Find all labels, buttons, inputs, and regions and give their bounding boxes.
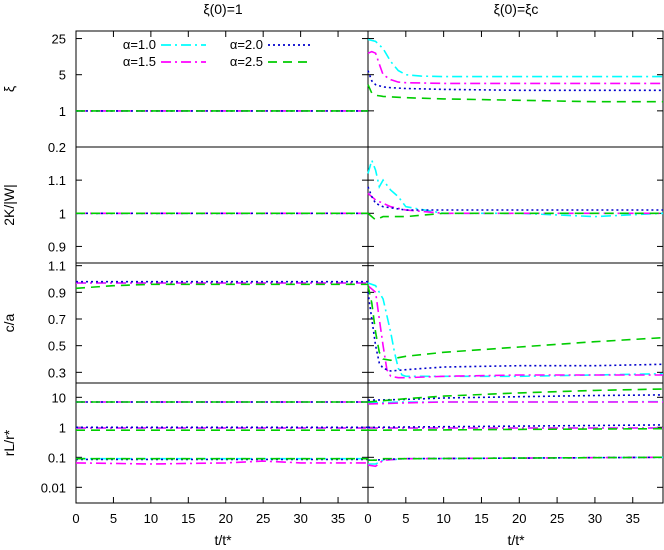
legend-label: α=1.5 — [123, 54, 156, 69]
x-tick-label: 20 — [219, 511, 233, 526]
legend-label: α=2.5 — [230, 54, 263, 69]
x-tick-label: 35 — [626, 511, 640, 526]
y-tick-label: 1.1 — [48, 259, 66, 274]
y-tick-label: 0.2 — [48, 140, 66, 155]
y-axis-label: rL/r* — [1, 429, 17, 456]
series-line — [367, 285, 664, 362]
x-tick-label: 0 — [72, 511, 79, 526]
y-tick-label: 0.7 — [48, 312, 66, 327]
panel-frame — [367, 382, 664, 504]
x-tick-label: 30 — [588, 511, 602, 526]
series-line — [367, 84, 663, 103]
series-line — [367, 186, 663, 211]
series-line — [367, 388, 664, 403]
x-tick-label: 25 — [550, 511, 564, 526]
y-tick-label: 10 — [52, 390, 66, 405]
y-tick-label: 1 — [59, 420, 66, 435]
series-line — [367, 427, 664, 432]
x-tick-label: 0 — [364, 511, 371, 526]
series-line — [367, 394, 664, 401]
y-tick-label: 0.1 — [48, 450, 66, 465]
series-line — [367, 282, 664, 378]
legend: α=1.0 α=2.0 α=1.5 α=2.5 — [123, 37, 313, 69]
x-tick-label: 30 — [293, 511, 307, 526]
y-tick-label: 5 — [59, 68, 66, 83]
column-title-right: ξ(0)=ξc — [494, 1, 539, 17]
y-tick-label: 1.1 — [48, 173, 66, 188]
x-tick-label: 15 — [181, 511, 195, 526]
panel-frame — [367, 146, 664, 264]
series-line — [367, 157, 664, 218]
series-line — [367, 70, 663, 92]
panel-frame — [367, 30, 664, 148]
y-tick-label: 0.5 — [48, 339, 66, 354]
series-line — [367, 50, 663, 85]
x-tick-label: 35 — [331, 511, 345, 526]
series-line — [75, 460, 368, 465]
y-axis-label: ξ — [1, 86, 17, 92]
plot-area: 0.21525ξ0.911.12K/|W|0.30.50.70.91.1c/a0… — [1, 30, 664, 526]
x-tick-label: 5 — [402, 511, 409, 526]
x-axis-label-right: t/t* — [507, 532, 525, 548]
series-line — [367, 401, 663, 405]
x-tick-label: 5 — [110, 511, 117, 526]
x-tick-label: 20 — [512, 511, 526, 526]
x-tick-label: 10 — [144, 511, 158, 526]
legend-label: α=1.0 — [123, 37, 156, 52]
y-axis-label: 2K/|W| — [1, 184, 17, 226]
series-line — [75, 283, 368, 290]
x-tick-label: 15 — [474, 511, 488, 526]
series-line — [367, 285, 663, 379]
y-tick-label: 25 — [52, 32, 66, 47]
x-tick-label: 10 — [436, 511, 450, 526]
x-tick-label: 25 — [256, 511, 270, 526]
series-line — [367, 424, 664, 429]
panel-frame — [75, 146, 369, 264]
x-axis-label-left: t/t* — [214, 532, 232, 548]
series-line — [367, 212, 663, 221]
y-tick-label: 0.9 — [48, 285, 66, 300]
panel-frame — [75, 30, 369, 148]
y-tick-label: 1 — [59, 206, 66, 221]
y-tick-label: 1 — [59, 104, 66, 119]
series-line — [367, 38, 663, 78]
series-line — [368, 456, 664, 462]
y-tick-label: 0.9 — [48, 239, 66, 254]
y-tick-label: 0.01 — [41, 480, 66, 495]
legend-label: α=2.0 — [230, 37, 263, 52]
column-title-left: ξ(0)=1 — [203, 1, 243, 17]
y-axis-label: c/a — [1, 313, 17, 332]
y-tick-label: 0.3 — [48, 365, 66, 380]
series-line — [367, 292, 664, 372]
series-line — [367, 456, 664, 468]
panel-frame — [75, 382, 369, 504]
series-line — [367, 192, 663, 215]
